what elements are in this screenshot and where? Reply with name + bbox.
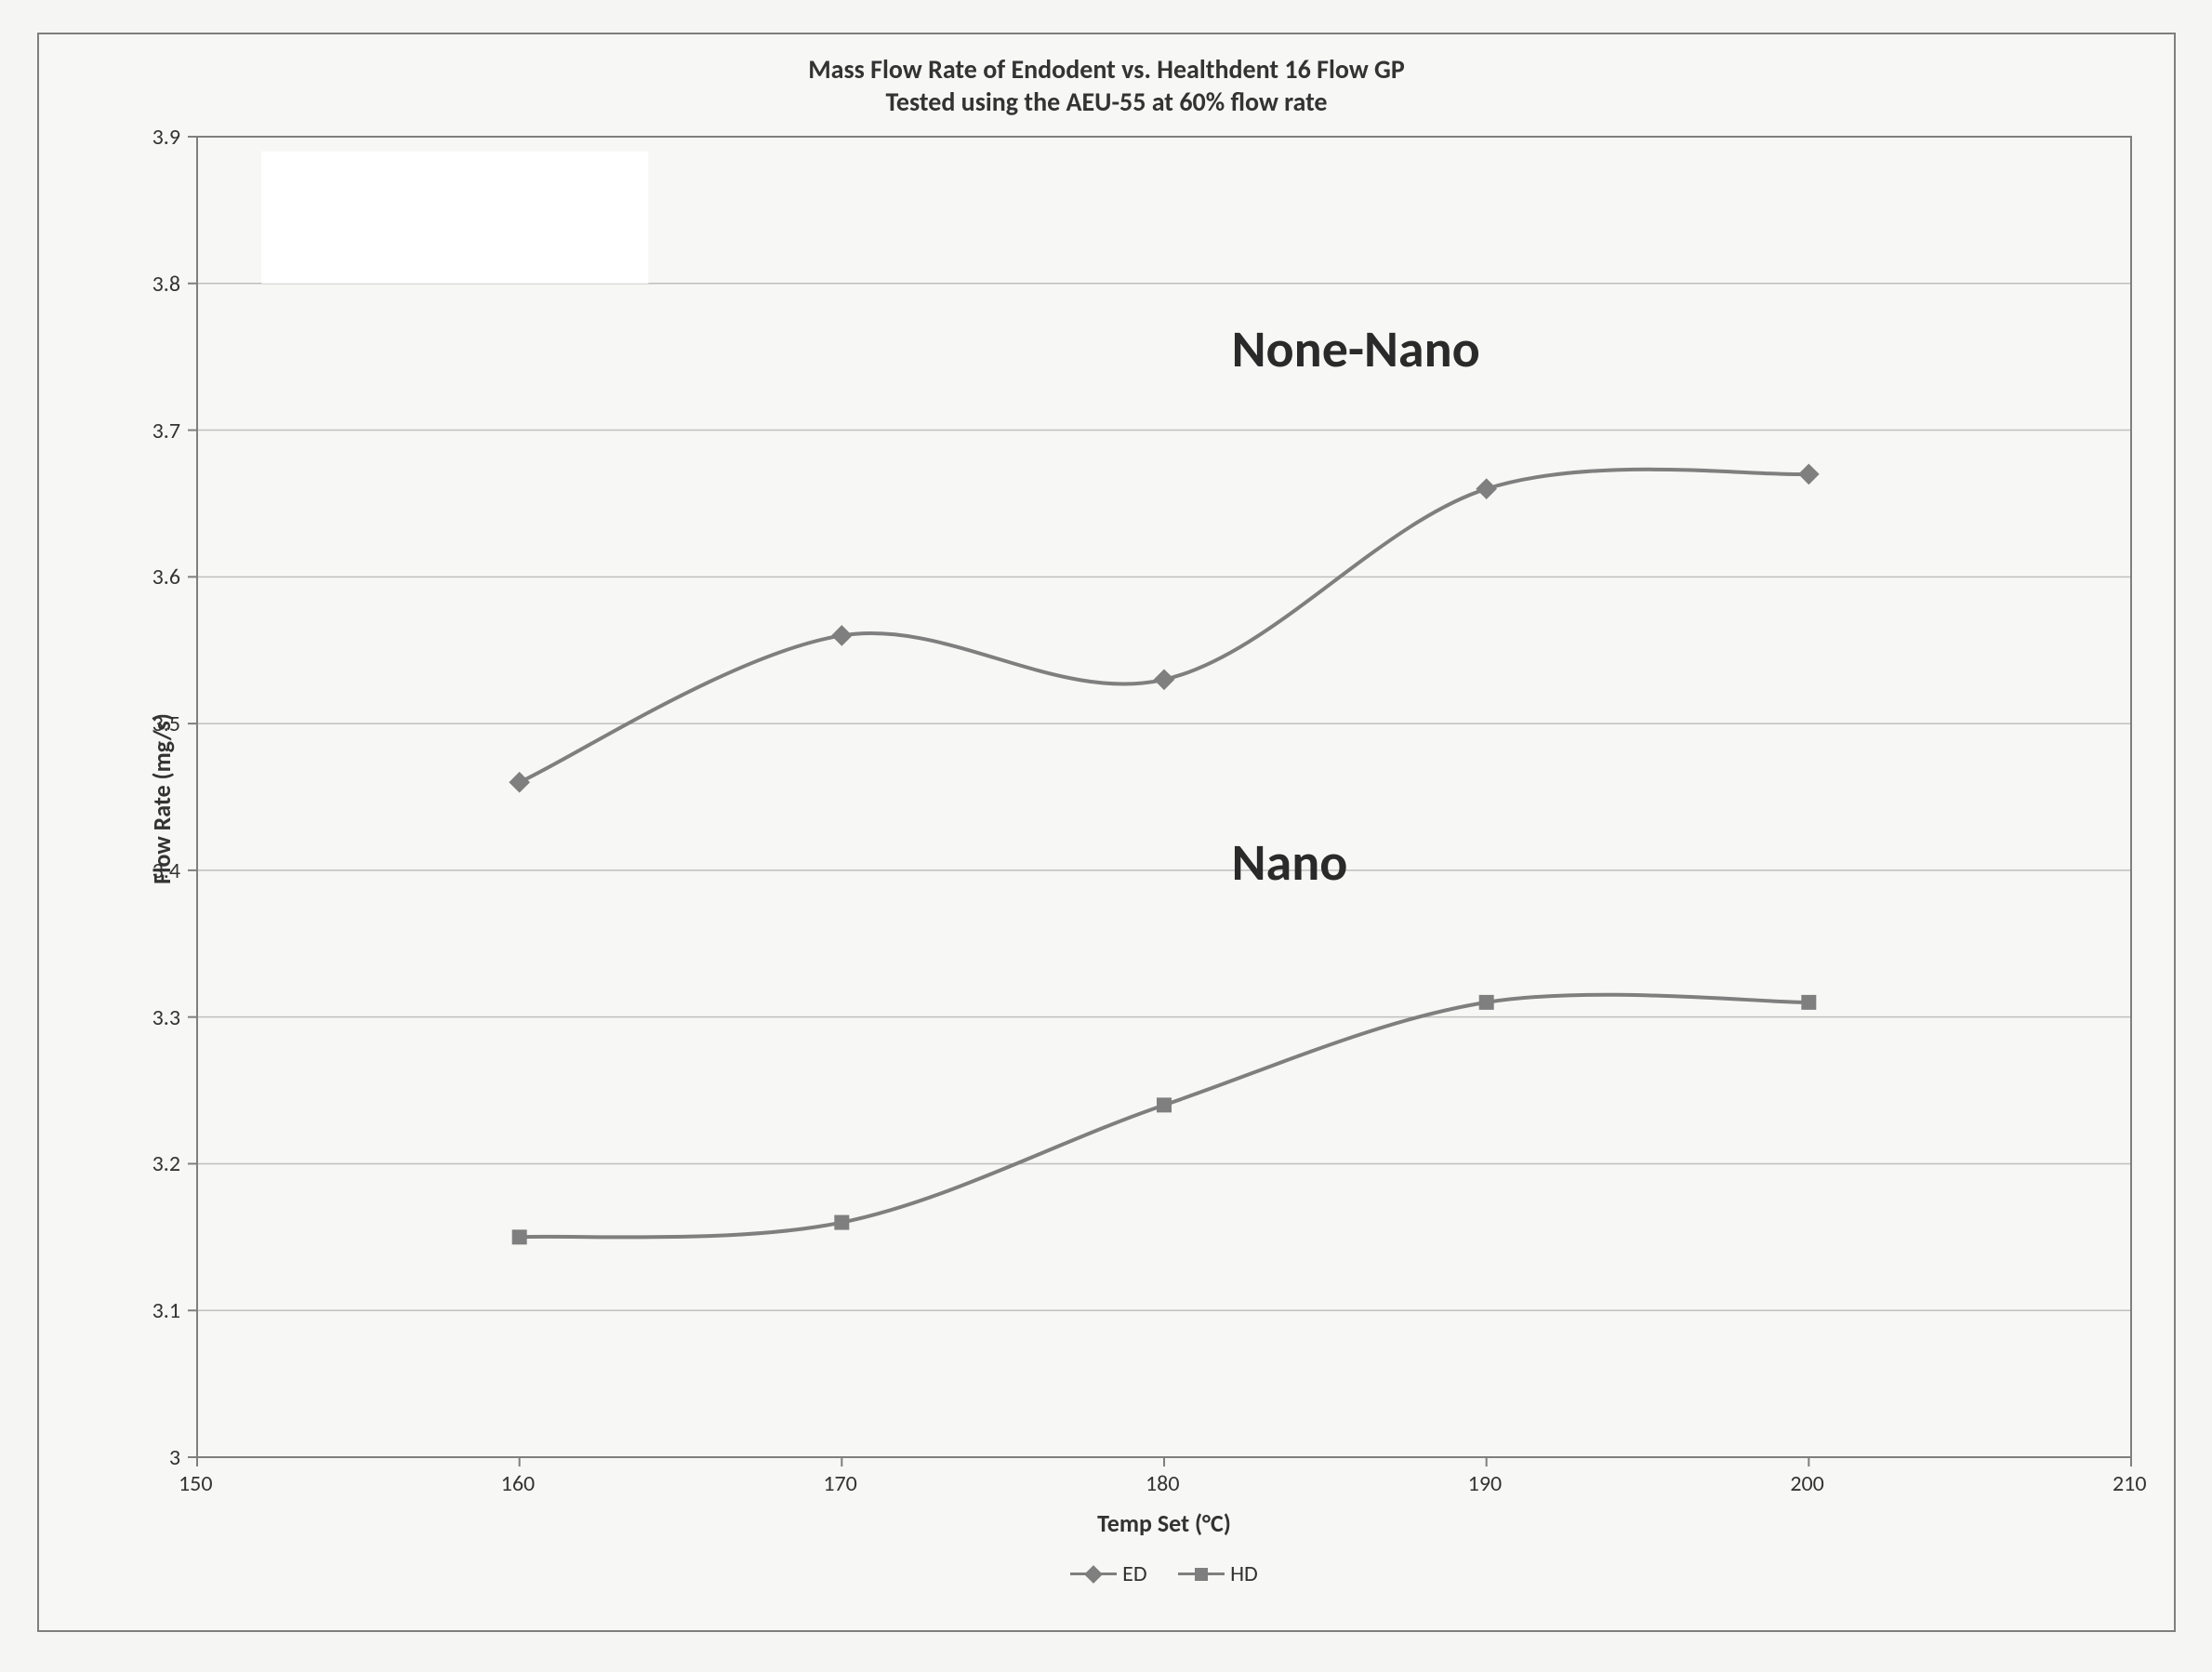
x-tick-label: 160 xyxy=(501,1470,536,1497)
y-tick-label: 3.2 xyxy=(152,1150,180,1177)
legend-item-hd: HD xyxy=(1178,1560,1258,1587)
x-tick-label: 200 xyxy=(1790,1470,1824,1497)
series-line-hd xyxy=(520,995,1809,1238)
marker-ed xyxy=(1798,464,1820,485)
legend: ED HD xyxy=(197,1555,2131,1587)
chart-svg xyxy=(197,137,2131,1457)
y-tick-label: 3.6 xyxy=(152,564,180,591)
marker-hd xyxy=(512,1229,527,1244)
annotation-hd: Nano xyxy=(1232,831,1348,895)
chart-title-line2: Tested using the AEU-55 at 60% flow rate xyxy=(39,86,2174,118)
y-tick-label: 3.8 xyxy=(152,271,180,298)
plot-area xyxy=(197,137,2131,1457)
marker-ed xyxy=(831,625,853,646)
marker-hd xyxy=(1157,1097,1172,1112)
marker-ed xyxy=(509,772,530,793)
chart-frame: Mass Flow Rate of Endodent vs. Healthden… xyxy=(37,33,2176,1632)
legend-marker-ed xyxy=(1070,1572,1117,1575)
y-tick-label: 3 xyxy=(169,1444,180,1471)
x-tick-label: 150 xyxy=(179,1470,213,1497)
x-tick-label: 170 xyxy=(823,1470,857,1497)
x-tick-label: 210 xyxy=(2113,1470,2147,1497)
chart-title-line1: Mass Flow Rate of Endodent vs. Healthden… xyxy=(39,53,2174,86)
y-tick-label: 3.9 xyxy=(152,124,180,151)
y-tick-label: 3.3 xyxy=(152,1004,180,1031)
marker-hd xyxy=(1479,995,1494,1010)
legend-label-hd: HD xyxy=(1230,1560,1258,1587)
y-tick-label: 3.4 xyxy=(152,857,180,884)
y-tick-label: 3.7 xyxy=(152,418,180,445)
marker-ed xyxy=(1476,478,1497,499)
x-tick-label: 190 xyxy=(1468,1470,1503,1497)
chart-title: Mass Flow Rate of Endodent vs. Healthden… xyxy=(39,53,2174,118)
annotation-ed: None-Nano xyxy=(1232,318,1480,381)
legend-marker-hd xyxy=(1178,1572,1225,1575)
legend-item-ed: ED xyxy=(1070,1560,1146,1587)
series-line-ed xyxy=(520,470,1809,782)
y-tick-label: 3.1 xyxy=(152,1297,180,1324)
marker-ed xyxy=(1154,669,1175,690)
legend-label-ed: ED xyxy=(1122,1560,1146,1587)
marker-hd xyxy=(1801,995,1816,1010)
marker-hd xyxy=(834,1215,849,1230)
white-box-overlay xyxy=(261,152,648,284)
x-axis-label: Temp Set (°C) xyxy=(197,1508,2131,1538)
y-tick-label: 3.5 xyxy=(152,710,180,737)
x-tick-label: 180 xyxy=(1146,1470,1180,1497)
